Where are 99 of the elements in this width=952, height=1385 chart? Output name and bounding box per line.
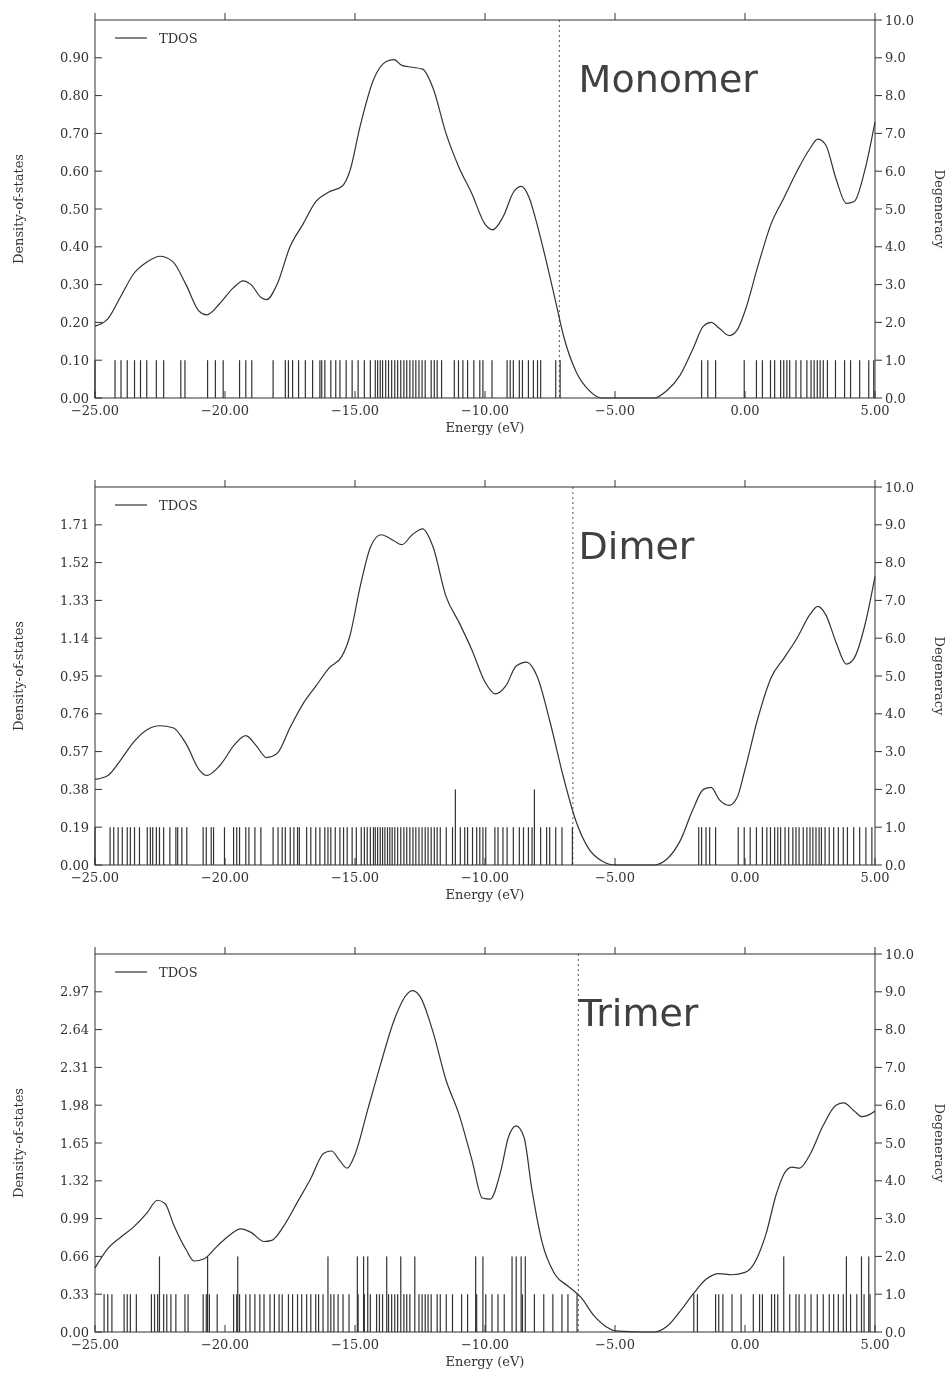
y2-tick-label: 0.0 <box>885 857 906 873</box>
y-tick-label: 1.98 <box>60 1097 89 1113</box>
y2-tick-label: 6.0 <box>885 163 906 179</box>
x-tick-label: −25.00 <box>70 403 120 418</box>
x-axis-title: Energy (eV) <box>445 1354 525 1369</box>
y-tick-label: 0.99 <box>60 1211 89 1227</box>
y2-tick-label: 4.0 <box>885 239 906 255</box>
y-axis-title: Density-of-states <box>11 153 26 265</box>
y2-tick-label: 7.0 <box>885 125 906 141</box>
legend-label: TDOS <box>159 30 198 46</box>
x-tick-label: −10.00 <box>460 1337 510 1352</box>
y2-tick-label: 9.0 <box>885 50 906 66</box>
y2-tick-label: 3.0 <box>885 1211 906 1227</box>
y2-tick-label: 1.0 <box>885 1286 906 1302</box>
y-tick-label: 0.00 <box>60 857 89 873</box>
x-tick-label: −20.00 <box>200 1337 250 1352</box>
x-tick-label: −5.00 <box>595 1337 635 1352</box>
y-tick-label: 1.52 <box>60 555 89 571</box>
y-tick-label: 1.14 <box>60 630 89 646</box>
y2-tick-label: 5.0 <box>885 201 906 217</box>
y2-tick-label: 5.0 <box>885 1135 906 1151</box>
annotation: Trimer <box>577 991 699 1035</box>
y2-tick-label: 10.0 <box>885 479 914 495</box>
x-tick-label: −15.00 <box>330 1337 380 1352</box>
y2-axis-title: Degeneracy <box>932 636 947 717</box>
y-tick-label: 0.66 <box>60 1248 89 1264</box>
x-tick-label: 0.00 <box>730 870 760 885</box>
y-tick-label: 0.60 <box>60 163 89 179</box>
y2-tick-label: 4.0 <box>885 1173 906 1189</box>
y2-tick-label: 0.0 <box>885 390 906 406</box>
x-tick-label: −10.00 <box>460 403 510 418</box>
x-tick-label: 0.00 <box>730 1337 760 1352</box>
x-tick-label: −5.00 <box>595 870 635 885</box>
y-tick-label: 1.33 <box>60 592 89 608</box>
x-axis-title: Energy (eV) <box>445 887 525 902</box>
y2-tick-label: 7.0 <box>885 1059 906 1075</box>
y-tick-label: 0.38 <box>60 781 89 797</box>
y2-tick-label: 3.0 <box>885 744 906 760</box>
y2-tick-label: 5.0 <box>885 668 906 684</box>
x-axis-title: Energy (eV) <box>445 420 525 435</box>
y2-tick-label: 9.0 <box>885 984 906 1000</box>
y2-tick-label: 8.0 <box>885 1022 906 1038</box>
x-tick-label: −10.00 <box>460 870 510 885</box>
y-tick-label: 1.71 <box>60 517 89 533</box>
y2-tick-label: 1.0 <box>885 819 906 835</box>
y2-tick-label: 1.0 <box>885 352 906 368</box>
y2-tick-label: 8.0 <box>885 555 906 571</box>
y-tick-label: 2.31 <box>60 1059 89 1075</box>
y-tick-label: 0.10 <box>60 352 89 368</box>
x-tick-label: −25.00 <box>70 870 120 885</box>
y2-tick-label: 7.0 <box>885 592 906 608</box>
y2-tick-label: 2.0 <box>885 1248 906 1264</box>
y-tick-label: 0.40 <box>60 239 89 255</box>
x-tick-label: 5.00 <box>860 870 890 885</box>
y-tick-label: 2.64 <box>60 1022 89 1038</box>
legend-label: TDOS <box>159 497 198 513</box>
y-axis-title: Density-of-states <box>11 620 26 732</box>
y-tick-label: 0.90 <box>60 50 89 66</box>
x-tick-label: −20.00 <box>200 403 250 418</box>
y-tick-label: 0.57 <box>60 744 89 760</box>
y2-tick-label: 0.0 <box>885 1324 906 1340</box>
x-tick-label: −20.00 <box>200 870 250 885</box>
y-tick-label: 0.80 <box>60 88 89 104</box>
y2-tick-label: 10.0 <box>885 946 914 962</box>
y2-tick-label: 9.0 <box>885 517 906 533</box>
y2-tick-label: 3.0 <box>885 277 906 293</box>
y2-tick-label: 2.0 <box>885 781 906 797</box>
x-tick-label: 5.00 <box>860 403 890 418</box>
x-tick-label: −15.00 <box>330 403 380 418</box>
y-tick-label: 0.76 <box>60 706 89 722</box>
y-tick-label: 0.50 <box>60 201 89 217</box>
x-tick-label: −5.00 <box>595 403 635 418</box>
y-tick-label: 0.33 <box>60 1286 89 1302</box>
annotation: Monomer <box>578 57 759 101</box>
y-tick-label: 0.00 <box>60 390 89 406</box>
y2-tick-label: 2.0 <box>885 314 906 330</box>
x-tick-label: 5.00 <box>860 1337 890 1352</box>
x-tick-label: −15.00 <box>330 870 380 885</box>
y-tick-label: 0.30 <box>60 277 89 293</box>
y2-axis-title: Degeneracy <box>932 1103 947 1184</box>
y2-tick-label: 10.0 <box>885 12 914 28</box>
x-tick-label: −25.00 <box>70 1337 120 1352</box>
y-tick-label: 2.97 <box>60 984 89 1000</box>
y2-axis-title: Degeneracy <box>932 169 947 250</box>
y2-tick-label: 6.0 <box>885 630 906 646</box>
y-tick-label: 1.65 <box>60 1135 89 1151</box>
legend-label: TDOS <box>159 964 198 980</box>
y2-tick-label: 4.0 <box>885 706 906 722</box>
y-tick-label: 0.20 <box>60 314 89 330</box>
annotation: Dimer <box>578 524 695 568</box>
y2-tick-label: 8.0 <box>885 88 906 104</box>
y-axis-title: Density-of-states <box>11 1087 26 1199</box>
y2-tick-label: 6.0 <box>885 1097 906 1113</box>
y-tick-label: 0.19 <box>60 819 89 835</box>
x-tick-label: 0.00 <box>730 403 760 418</box>
y-tick-label: 0.95 <box>60 668 89 684</box>
y-tick-label: 1.32 <box>60 1173 89 1189</box>
y-tick-label: 0.00 <box>60 1324 89 1340</box>
y-tick-label: 0.70 <box>60 125 89 141</box>
